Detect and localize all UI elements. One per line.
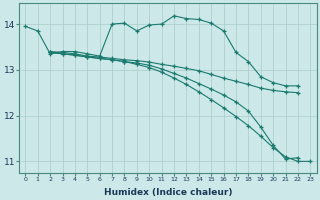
X-axis label: Humidex (Indice chaleur): Humidex (Indice chaleur) (104, 188, 232, 197)
